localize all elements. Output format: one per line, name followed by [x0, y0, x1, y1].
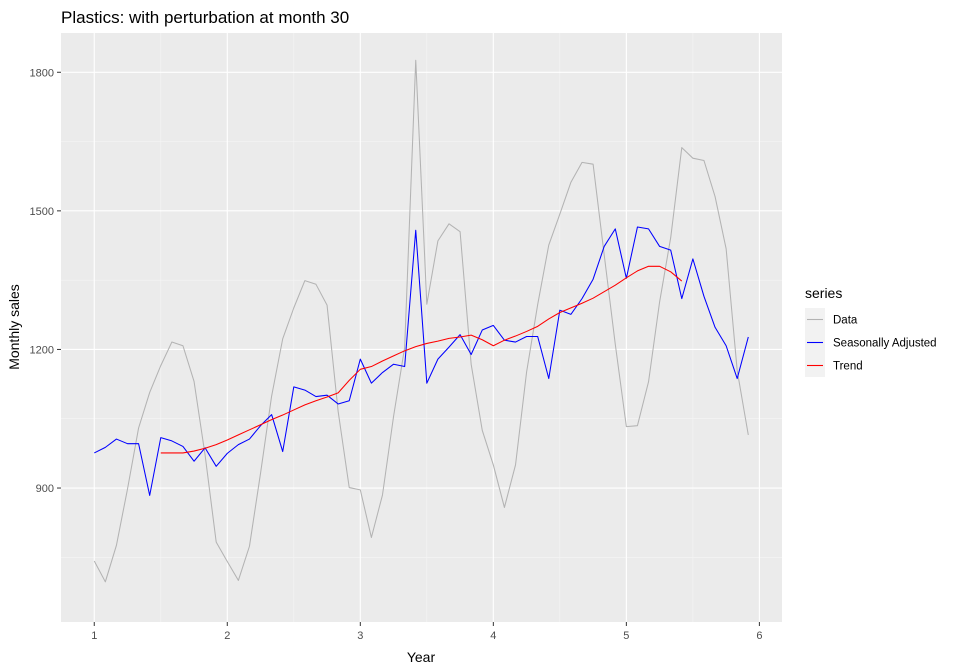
x-tick-label: 5 [623, 630, 629, 642]
legend-label: Data [833, 315, 858, 327]
grid-lines [61, 33, 782, 622]
x-axis-title: Year [407, 649, 436, 665]
y-axis-title: Monthly sales [6, 284, 22, 370]
plot-panel [61, 33, 782, 622]
series-line-seasonally-adjusted [94, 226, 749, 496]
chart-title: Plastics: with perturbation at month 30 [61, 8, 349, 27]
y-tick-label: 1200 [30, 344, 54, 356]
legend: series Data Seasonally Adjusted Trend [805, 285, 937, 377]
x-tick-label: 2 [224, 630, 230, 642]
series-line-trend [160, 265, 683, 454]
legend-label: Trend [833, 361, 863, 373]
y-tick-label: 900 [36, 483, 54, 495]
y-tick-label: 1500 [30, 206, 54, 218]
series-layer [93, 59, 749, 583]
axes: 1 2 3 4 5 6 900 1200 1500 1800 [30, 67, 763, 642]
series-line-data [93, 59, 749, 583]
x-tick-label: 4 [490, 630, 496, 642]
x-tick-label: 3 [357, 630, 363, 642]
x-tick-label: 6 [756, 630, 762, 642]
legend-label: Seasonally Adjusted [833, 338, 937, 350]
x-tick-label: 1 [91, 630, 97, 642]
legend-title: series [805, 285, 842, 301]
y-tick-label: 1800 [30, 67, 54, 79]
